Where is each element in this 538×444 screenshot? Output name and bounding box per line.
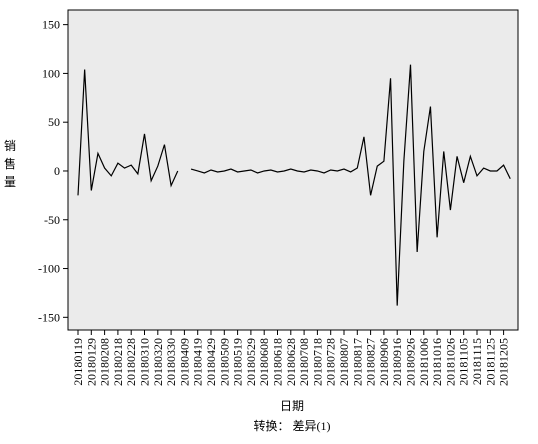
- x-tick-label: 20181006: [417, 338, 431, 386]
- x-tick-label: 20180519: [231, 338, 245, 386]
- x-tick-label: 20181026: [443, 338, 457, 386]
- x-tick-label: 20180320: [151, 338, 165, 386]
- note: 转换： 差异(1): [254, 418, 331, 433]
- x-tick-label: 20180807: [337, 338, 351, 386]
- x-tick-label: 20180129: [84, 338, 98, 386]
- x-tick-label: 20181205: [497, 338, 511, 386]
- y-tick-label: -50: [44, 213, 60, 227]
- x-tick-label: 20181105: [457, 338, 471, 386]
- x-tick-label: 20180509: [217, 338, 231, 386]
- x-tick-label: 20180817: [350, 338, 364, 386]
- x-tick-label: 20180228: [124, 338, 138, 386]
- y-tick-label: 50: [48, 115, 60, 129]
- x-axis-label: 日期: [280, 399, 304, 413]
- x-tick-label: 20180628: [284, 338, 298, 386]
- y-tick-label: 0: [54, 164, 60, 178]
- x-tick-label: 20180926: [404, 338, 418, 386]
- x-tick-label: 20180827: [364, 338, 378, 386]
- x-tick-label: 20180718: [310, 338, 324, 386]
- x-tick-label: 20180409: [177, 338, 191, 386]
- y-tick-label: 100: [42, 66, 60, 80]
- x-tick-label: 20180330: [164, 338, 178, 386]
- line: [77, 64, 511, 306]
- x-tick-label: 20180708: [297, 338, 311, 386]
- y-tick-label: 150: [42, 18, 60, 32]
- x-tick-label: 20180208: [98, 338, 112, 386]
- y-tick-label: -100: [38, 262, 60, 276]
- x-tick-label: 20180608: [257, 338, 271, 386]
- x-tick-label: 20180429: [204, 338, 218, 386]
- y-tick-label: -150: [38, 310, 60, 324]
- x-tick-label: 20180618: [271, 338, 285, 386]
- x-tick-label: 20180529: [244, 338, 258, 386]
- y-axis-label: 销售量: [4, 139, 16, 189]
- x-tick-label: 20181115: [470, 338, 484, 385]
- x-tick-label: 20180906: [377, 338, 391, 386]
- x-tick-label: 20180419: [191, 338, 205, 386]
- x-tick-label: 20180916: [390, 338, 404, 386]
- x-tick-label: 20180218: [111, 338, 125, 386]
- x-tick-label: 20181125: [483, 338, 497, 386]
- x-tick-label: 20181016: [430, 338, 444, 386]
- x-tick-label: 20180119: [71, 338, 85, 386]
- x-tick-label: 20180728: [324, 338, 338, 386]
- x-tick-label: 20180310: [138, 338, 152, 386]
